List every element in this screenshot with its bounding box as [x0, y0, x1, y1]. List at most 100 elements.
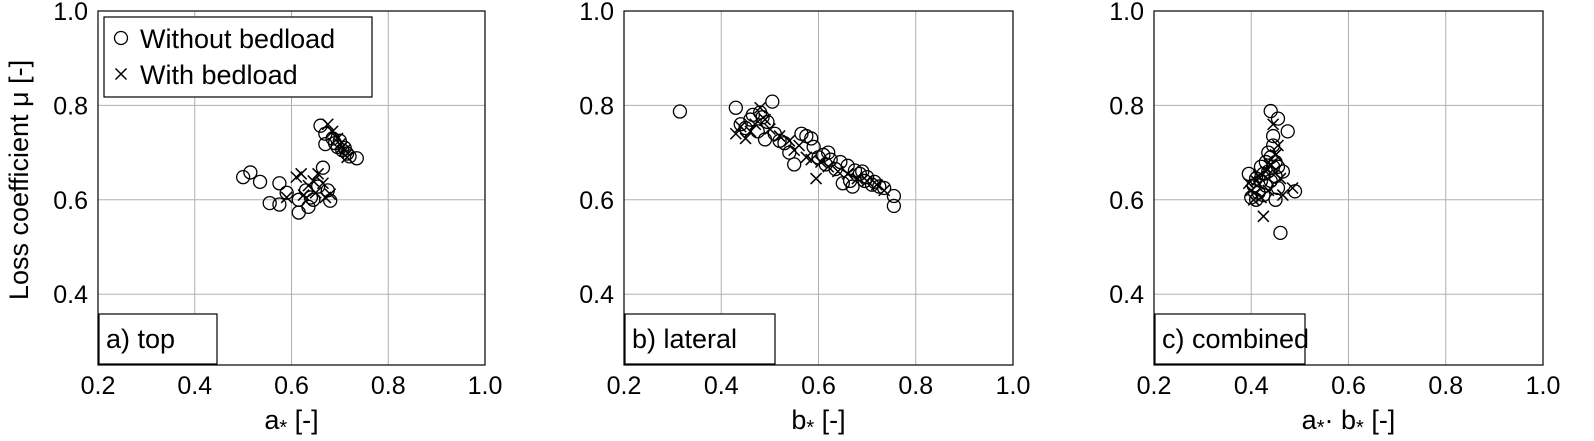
- point-without-bedload: [235, 169, 251, 185]
- point-without-bedload: [1280, 124, 1295, 139]
- plot-frame: [97, 10, 486, 366]
- y-tick-label: 0.8: [53, 92, 88, 120]
- point-with-bedload-stroke: [307, 174, 320, 187]
- point-with-bedload-stroke: [783, 134, 796, 147]
- point-with-bedload-stroke: [810, 172, 823, 185]
- y-tick-label: 0.6: [579, 187, 614, 215]
- x-tick-label: 1.0: [996, 372, 1031, 400]
- point-without-bedload: [876, 180, 892, 196]
- point-with-bedload-stroke: [805, 153, 818, 166]
- point-without-bedload: [342, 149, 357, 164]
- point-without-bedload: [279, 185, 294, 200]
- point-with-bedload-stroke: [1267, 118, 1280, 131]
- point-with-bedload-stroke: [822, 160, 835, 173]
- panel-label-frame: [98, 313, 218, 365]
- point-with-bedload: [312, 167, 325, 180]
- point-with-bedload-stroke: [341, 151, 354, 164]
- point-without-bedload: [272, 176, 287, 191]
- y-tick-label: 0.4: [1109, 281, 1144, 309]
- point-without-bedload: [272, 197, 287, 212]
- point-with-bedload: [297, 189, 310, 202]
- x-tick-label: 0.8: [898, 372, 933, 400]
- point-without-bedload: [330, 139, 345, 155]
- point-with-bedload: [749, 118, 762, 131]
- point-with-bedload-stroke: [331, 132, 344, 145]
- legend-entry-with-bedload: With bedload: [140, 60, 298, 90]
- point-with-bedload-stroke: [295, 167, 308, 180]
- x-tick-labels: 0.2 0.4 0.6 0.8 1.0: [81, 372, 503, 400]
- x-tick-label: 0.8: [371, 372, 406, 400]
- point-with-bedload: [1286, 181, 1299, 195]
- point-with-bedload: [758, 113, 772, 126]
- point-without-bedload: [310, 179, 326, 194]
- point-with-bedload: [309, 186, 322, 199]
- point-with-bedload: [1259, 165, 1272, 178]
- point-with-bedload-stroke: [773, 130, 786, 143]
- point-with-bedload-stroke: [831, 165, 844, 178]
- point-without-bedload: [845, 179, 860, 194]
- point-with-bedload-stroke: [814, 156, 827, 169]
- point-without-bedload: [886, 188, 902, 204]
- point-with-bedload: [1247, 193, 1260, 206]
- point-without-bedload: [1265, 128, 1281, 144]
- point-without-bedload: [787, 157, 802, 172]
- panel-label-frame: [1154, 313, 1306, 365]
- point-with-bedload: [1274, 172, 1287, 185]
- point-without-bedload: [1275, 164, 1291, 179]
- point-with-bedload-stroke: [321, 118, 334, 131]
- point-with-bedload-stroke: [1276, 189, 1289, 202]
- point-with-bedload: [321, 118, 334, 131]
- point-with-bedload: [870, 178, 883, 191]
- point-with-bedload-stroke: [870, 178, 883, 191]
- legend-frame: [103, 16, 373, 98]
- y-tick-label: 0.6: [53, 187, 88, 215]
- point-with-bedload-stroke: [754, 101, 767, 114]
- point-with-bedload: [810, 172, 823, 185]
- point-with-bedload: [1267, 118, 1280, 131]
- legend: Without bedload With bedload: [103, 16, 373, 98]
- point-with-bedload: [754, 101, 767, 114]
- x-tick-label: 0.4: [1234, 372, 1269, 400]
- point-with-bedload: [1264, 158, 1277, 171]
- point-without-bedload: [1268, 192, 1283, 207]
- point-with-bedload-stroke: [1274, 172, 1287, 185]
- point-with-bedload-stroke: [1269, 148, 1282, 161]
- point-without-bedload: [306, 192, 321, 207]
- point-with-bedload-stroke: [312, 167, 325, 180]
- y-tick-label: 1.0: [53, 0, 88, 26]
- point-with-bedload-stroke: [729, 127, 742, 140]
- point-without-bedload: [859, 169, 875, 185]
- point-without-bedload: [1273, 225, 1288, 240]
- point-with-bedload-stroke: [1259, 165, 1272, 178]
- y-tick-label: 1.0: [579, 0, 614, 26]
- x-tick-label: 0.2: [607, 372, 642, 400]
- point-with-bedload: [341, 151, 354, 164]
- point-with-bedload-stroke: [1264, 158, 1277, 171]
- point-without-bedload: [262, 195, 277, 211]
- point-with-bedload-stroke: [338, 144, 351, 157]
- y-tick-label: 0.6: [1109, 187, 1144, 215]
- point-with-bedload: [1269, 148, 1282, 161]
- point-with-bedload-stroke: [851, 172, 864, 185]
- point-with-bedload: [861, 174, 874, 187]
- y-tick-label: 0.8: [1109, 92, 1144, 120]
- legend-entry-without-bedload: Without bedload: [140, 24, 335, 54]
- point-with-bedload: [734, 120, 747, 133]
- plot-frame: [623, 10, 1014, 366]
- x-tick-labels: 0.2 0.4 0.6 0.8 1.0: [607, 372, 1031, 400]
- x-tick-label: 0.4: [177, 372, 212, 400]
- point-with-bedload: [295, 167, 308, 180]
- y-tick-labels: 0.4 0.6 0.8 1.0: [53, 0, 88, 309]
- point-with-bedload: [338, 144, 351, 157]
- x-tick-label: 0.8: [1428, 372, 1463, 400]
- point-without-bedload: [857, 173, 872, 189]
- point-with-bedload-stroke: [1257, 210, 1270, 223]
- point-with-bedload-stroke: [841, 167, 854, 180]
- point-with-bedload: [324, 188, 337, 201]
- x-tick-label: 0.2: [81, 372, 116, 400]
- point-with-bedload-stroke: [326, 125, 339, 138]
- panel-label-box: b) lateral: [624, 313, 776, 365]
- point-with-bedload-stroke: [861, 174, 874, 187]
- point-with-bedload: [773, 130, 786, 143]
